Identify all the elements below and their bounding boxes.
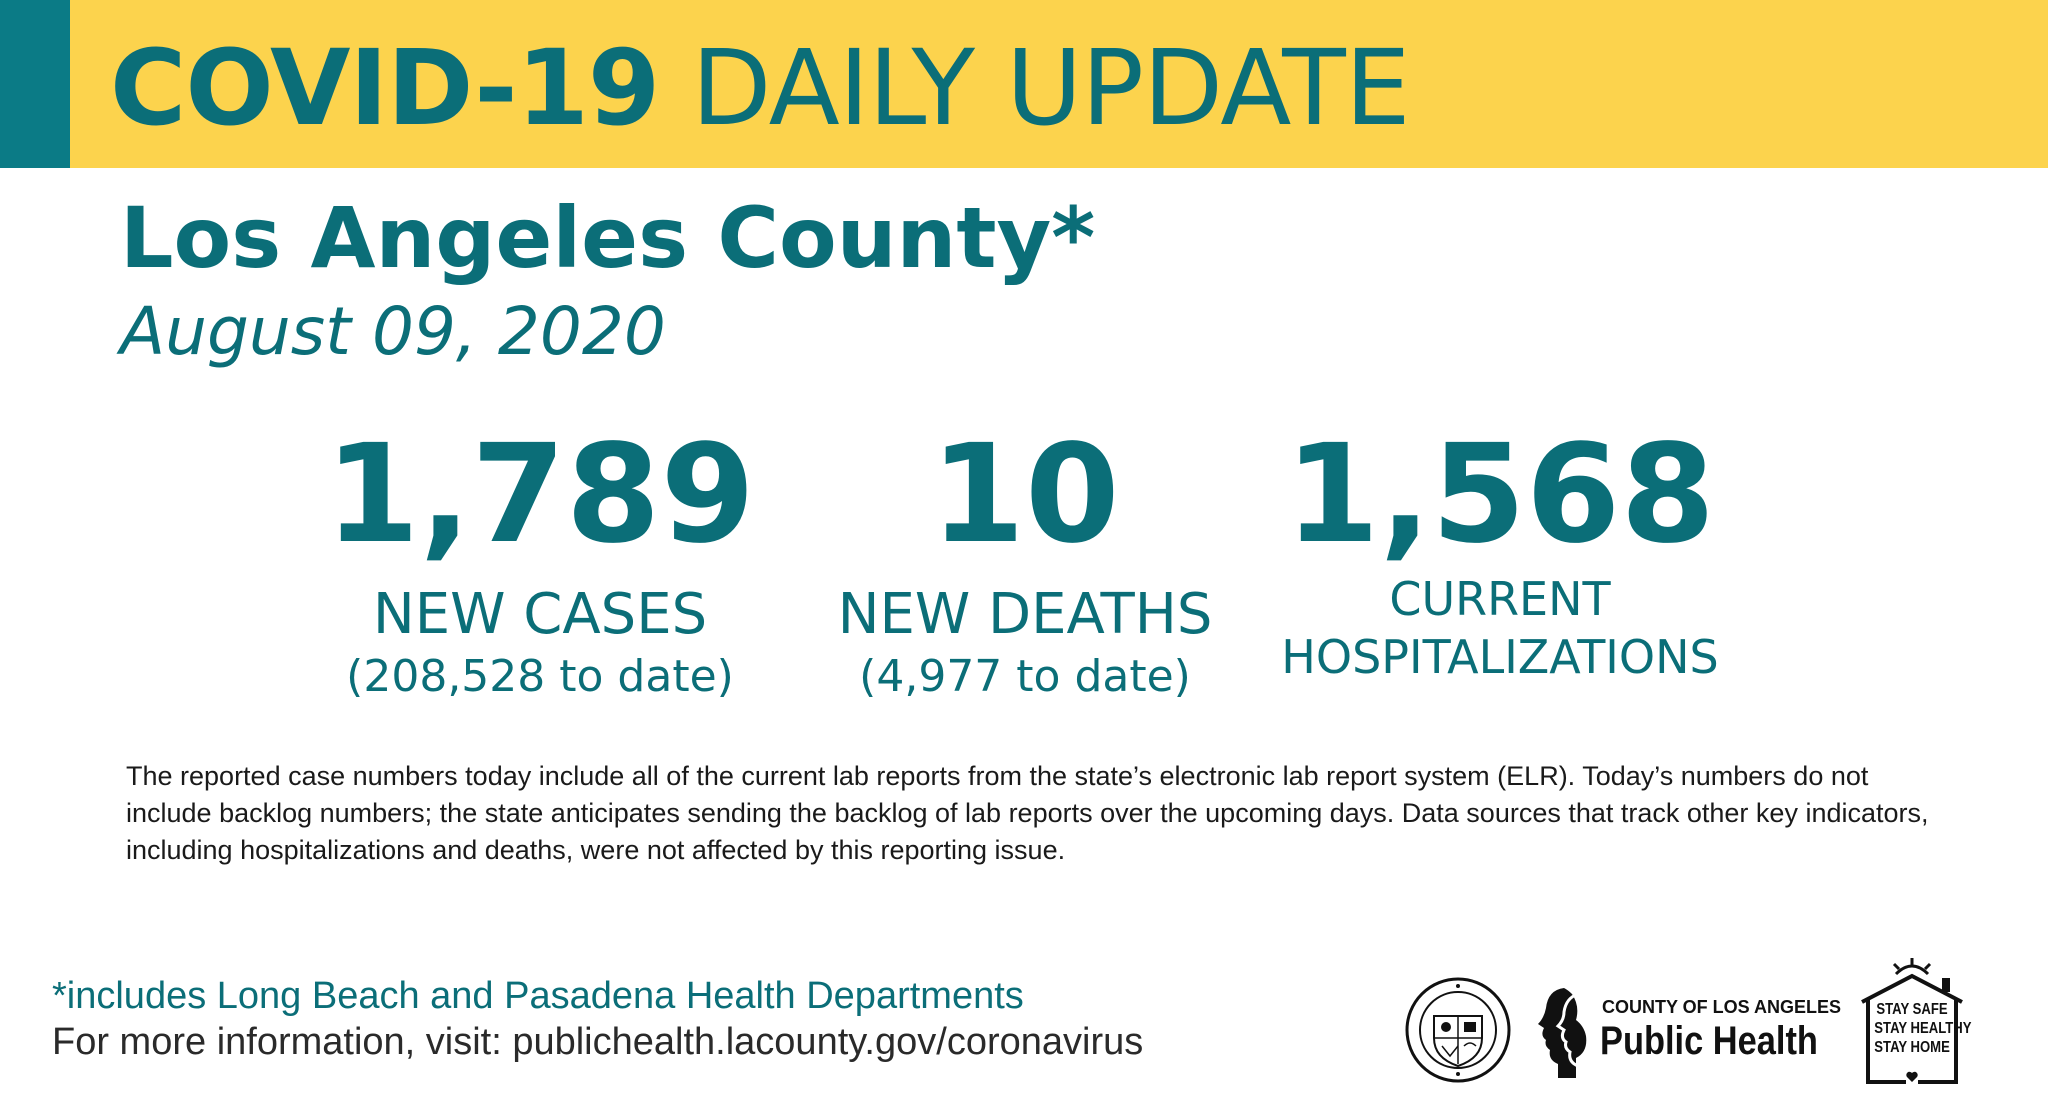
hospitalizations-label-line1: CURRENT [1389,572,1611,626]
banner-title-bold: COVID-19 [110,27,660,149]
stay-safe-text: STAY SAFE STAY HEALTHY STAY HOME [1874,1000,1972,1057]
new-cases-value: 1,789 [324,416,756,574]
banner-title: COVID-19 DAILY UPDATE [110,27,1411,149]
stat-new-cases: 1,789 NEW CASES (208,528 to date) [320,420,760,706]
more-info-text: For more information, visit: publichealt… [52,1021,1144,1063]
report-date: August 09, 2020 [120,293,666,370]
stay-safe-line: STAY SAFE [1876,1001,1948,1018]
header-banner [0,0,2048,168]
stay-safe-logo: STAY SAFE STAY HEALTHY STAY HOME [1856,956,1972,1086]
county-seal-icon [1405,977,1511,1083]
profile-heads-icon [1538,988,1587,1078]
hospitalizations-label-line2: HOSPITALIZATIONS [1281,630,1719,684]
county-title: Los Angeles County* [120,189,1096,287]
public-health-title: Public Health [1600,1019,1818,1063]
reporting-note: The reported case numbers today include … [126,761,1929,865]
banner-accent-bar [0,0,70,168]
public-health-logo: COUNTY OF LOS ANGELES Public Health [1534,982,1841,1082]
hospitalizations-value: 1,568 [1284,416,1716,574]
banner-title-rest: DAILY UPDATE [691,27,1410,149]
cases-to-date: (208,528 to date) [346,651,734,702]
public-health-county-text: COUNTY OF LOS ANGELES [1602,997,1842,1017]
deaths-to-date: (4,977 to date) [859,651,1191,702]
new-cases-label: NEW CASES [372,582,708,647]
new-deaths-label: NEW DEATHS [837,582,1213,647]
stay-home-line: STAY HOME [1874,1039,1950,1056]
footnote: *includes Long Beach and Pasadena Health… [52,975,1024,1017]
stay-healthy-line: STAY HEALTHY [1874,1020,1972,1037]
stat-new-deaths: 10 NEW DEATHS (4,977 to date) [800,420,1250,706]
stat-hospitalizations: 1,568 CURRENT HOSPITALIZATIONS [1260,420,1740,686]
house-sun-icon [1861,958,1963,1084]
new-deaths-value: 10 [930,416,1120,574]
